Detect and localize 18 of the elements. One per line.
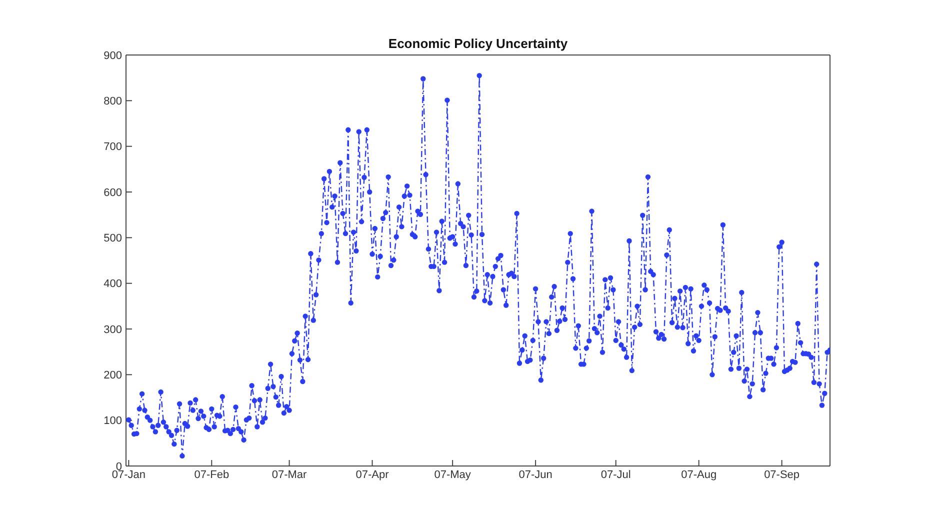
chart-title: Economic Policy Uncertainty xyxy=(387,36,569,51)
y-tick-label: 700 xyxy=(104,141,122,154)
x-tick-label: 07-Sep xyxy=(764,468,800,481)
y-tick-label: 900 xyxy=(104,50,122,62)
x-tick-label: 07-Feb xyxy=(194,468,230,481)
x-tick-label: 07-Aug xyxy=(681,468,717,481)
y-tick-label: 600 xyxy=(104,186,122,199)
x-tick-label: 07-Jul xyxy=(600,468,631,481)
x-tick-label: 07-Apr xyxy=(356,468,390,481)
x-tick-label: 07-May xyxy=(434,468,472,481)
y-tick-label: 800 xyxy=(104,96,122,108)
y-tick-label: 400 xyxy=(104,278,122,290)
y-tick-label: 200 xyxy=(104,370,122,382)
x-tick-label: 07-Jun xyxy=(518,468,552,481)
y-tick-label: 300 xyxy=(104,324,122,336)
y-tick-label: 500 xyxy=(104,232,122,245)
y-tick-label: 100 xyxy=(104,415,122,428)
x-tick-label: 07-Mar xyxy=(272,468,308,481)
